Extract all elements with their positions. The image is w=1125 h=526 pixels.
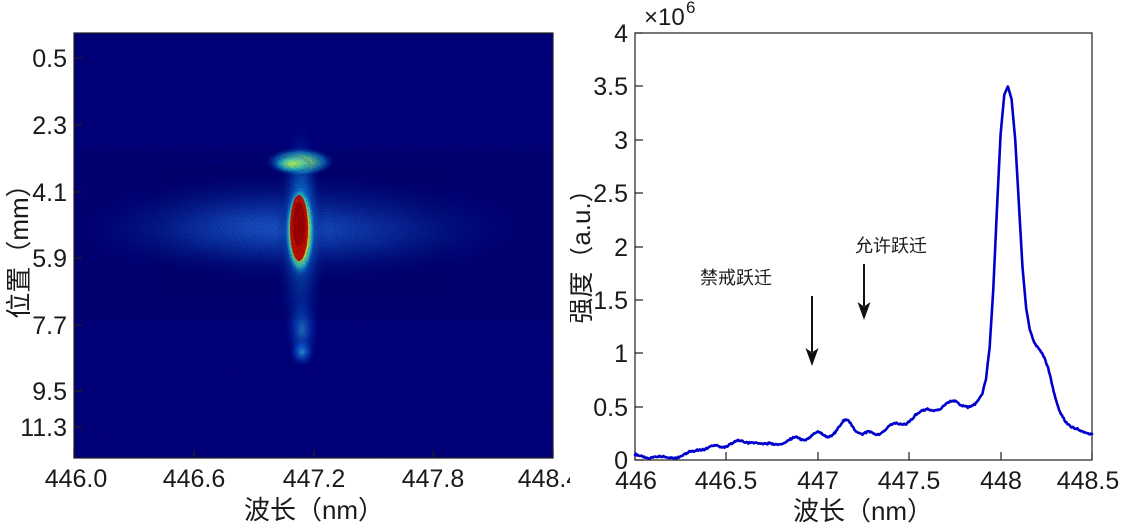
y-tick-label: 3.5 bbox=[593, 73, 628, 101]
annotation-label-allowed: 允许跃迁 bbox=[855, 236, 927, 257]
x-tick-label: 446.5 bbox=[695, 467, 758, 495]
x-tick-label: 448 bbox=[980, 467, 1022, 495]
line-y-ticks bbox=[635, 32, 643, 461]
arrow-allowed bbox=[857, 264, 871, 320]
y-tick-label: 5.9 bbox=[32, 245, 67, 273]
y-tick-label: 4 bbox=[614, 20, 628, 48]
y-tick-label: 2 bbox=[614, 234, 628, 262]
heatmap-svg: 0.5 2.3 4.1 5.9 7.7 9.5 11.3 446.0 446.6… bbox=[4, 32, 570, 525]
y-tick-label: 9.5 bbox=[32, 378, 67, 406]
line-x-ticks bbox=[634, 452, 1093, 460]
line-y-axis-label: 强度（a.u.） bbox=[570, 176, 596, 323]
y-tick-label: 1.5 bbox=[593, 287, 628, 315]
line-x-ticklabels: 446 446.5 447 447.5 448 448.5 bbox=[615, 467, 1119, 495]
y-tick-label: 2.5 bbox=[593, 180, 628, 208]
y-axis-exponent: ×10 6 bbox=[644, 0, 695, 31]
x-tick-label: 447.2 bbox=[283, 465, 346, 493]
heatmap-y-axis-label: 位置（mm） bbox=[4, 171, 34, 318]
y-tick-label: 4.1 bbox=[32, 179, 67, 207]
heatmap-x-axis-label: 波长（nm） bbox=[244, 495, 384, 525]
arrow-forbidden bbox=[805, 296, 819, 366]
annotation-allowed-transition: 允许跃迁 bbox=[855, 236, 927, 320]
heatmap-y-ticks bbox=[74, 57, 82, 428]
spectrum-line bbox=[633, 85, 1094, 460]
line-y-ticklabels: 0 0.5 1 1.5 2 2.5 3 3.5 4 bbox=[593, 20, 628, 475]
y-tick-label: 7.7 bbox=[32, 312, 67, 340]
line-spectrum-svg: 0 0.5 1 1.5 2 2.5 3 3.5 4 ×10 6 bbox=[570, 0, 1119, 526]
y-tick-label: 0 bbox=[614, 447, 628, 475]
x-tick-label: 447 bbox=[797, 467, 839, 495]
y-tick-label: 2.3 bbox=[32, 112, 67, 140]
x-tick-label: 447.5 bbox=[878, 467, 941, 495]
y-tick-label: 3 bbox=[614, 127, 628, 155]
exponent-power: 6 bbox=[686, 0, 695, 17]
x-tick-label: 446.6 bbox=[163, 465, 226, 493]
heatmap-y-ticklabels: 0.5 2.3 4.1 5.9 7.7 9.5 11.3 bbox=[20, 45, 67, 442]
annotation-forbidden-transition: 禁戒跃迁 bbox=[700, 268, 819, 366]
line-x-axis-label: 波长（nm） bbox=[793, 496, 933, 526]
heatmap-panel: 0.5 2.3 4.1 5.9 7.7 9.5 11.3 446.0 446.6… bbox=[4, 32, 570, 525]
exponent-base: ×10 bbox=[644, 4, 685, 31]
annotation-label-forbidden: 禁戒跃迁 bbox=[700, 268, 772, 289]
heatmap-x-ticks bbox=[73, 450, 554, 458]
y-tick-label: 0.5 bbox=[32, 45, 67, 73]
y-tick-label: 0.5 bbox=[593, 394, 628, 422]
heatmap-image bbox=[74, 33, 553, 458]
x-tick-label: 447.8 bbox=[402, 465, 465, 493]
x-tick-label: 446 bbox=[615, 467, 657, 495]
x-tick-label: 448.5 bbox=[1057, 467, 1120, 495]
line-spectrum-panel: 0 0.5 1 1.5 2 2.5 3 3.5 4 ×10 6 bbox=[570, 0, 1125, 526]
y-tick-label: 11.3 bbox=[20, 414, 67, 442]
y-tick-label: 1 bbox=[614, 340, 628, 368]
x-tick-label: 448.4 bbox=[518, 465, 570, 493]
x-tick-label: 446.0 bbox=[45, 465, 108, 493]
heatmap-x-ticklabels: 446.0 446.6 447.2 447.8 448.4 bbox=[45, 465, 570, 493]
line-axes-border bbox=[634, 32, 1093, 461]
